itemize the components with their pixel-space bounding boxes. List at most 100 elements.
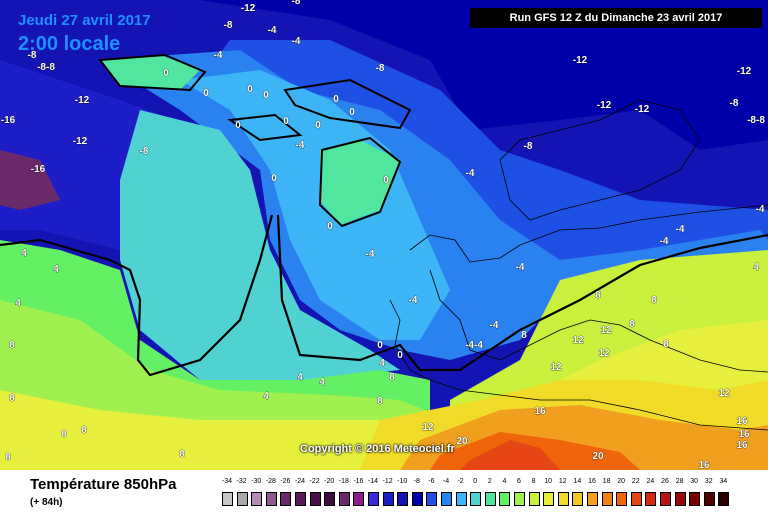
scale-tick-label: 28 bbox=[675, 478, 684, 485]
isotherm-label: 4 bbox=[263, 391, 269, 402]
zero-zone bbox=[120, 110, 400, 380]
scale-color-box bbox=[718, 492, 730, 506]
isotherm-label: -4 bbox=[296, 140, 305, 151]
isotherm-label: 0 bbox=[397, 350, 403, 361]
isotherm-label: 8 bbox=[179, 449, 185, 460]
isotherm-label: 0 bbox=[315, 120, 321, 131]
isotherm-label: 0 bbox=[163, 68, 169, 79]
isotherm-label: -8 bbox=[224, 20, 233, 31]
isotherm-label: -16 bbox=[31, 164, 46, 175]
scale-color-box bbox=[514, 492, 525, 506]
isotherm-label: 12 bbox=[572, 335, 584, 346]
minus-eight-zone bbox=[200, 40, 768, 280]
isotherm-label: 8 bbox=[629, 319, 635, 330]
isotherm-label: 0 bbox=[247, 84, 253, 95]
scale-tick-label: 22 bbox=[631, 478, 640, 485]
isotherm-label: 4 bbox=[53, 264, 59, 275]
isotherm-label: 8 bbox=[595, 290, 601, 301]
scale-tick-label: -18 bbox=[338, 478, 349, 485]
scale-tick-label: -28 bbox=[265, 478, 276, 485]
svalbard-zero-line bbox=[227, 78, 412, 142]
isotherm-label: 16 bbox=[698, 460, 710, 470]
isotherm-label: 4 bbox=[319, 377, 325, 388]
copyright-notice: Copyright © 2016 Meteociel.fr bbox=[300, 443, 455, 455]
isotherm-label: 0 bbox=[327, 221, 333, 232]
isotherm-label: -4 bbox=[466, 168, 475, 179]
isotherm-label: -4 bbox=[516, 262, 525, 273]
isotherm-label: 20 bbox=[592, 451, 604, 462]
isotherm-label: 0 bbox=[383, 175, 389, 186]
legend-bar: Température 850hPa (+ 84h) -34 -32 -30 -28-… bbox=[0, 470, 768, 512]
forecast-date: Jeudi 27 avril 2017 bbox=[18, 12, 151, 29]
isotherm-label: -12 bbox=[597, 100, 612, 111]
isotherm-label: 12 bbox=[600, 325, 612, 336]
isotherm-label: 0 bbox=[349, 107, 355, 118]
isotherm-label: -8 bbox=[292, 0, 301, 7]
scale-color-box bbox=[222, 492, 233, 506]
isotherm-label: 4 bbox=[753, 262, 759, 273]
isotherm-label: 12 bbox=[718, 388, 730, 399]
isotherm-label: 0 bbox=[263, 90, 269, 101]
isotherm-label: -8 bbox=[730, 98, 739, 109]
scale-tick-label: 14 bbox=[573, 478, 582, 485]
europe-coastline bbox=[389, 204, 768, 431]
isotherm-label: -12 bbox=[241, 3, 256, 14]
scale-tick-label: 26 bbox=[661, 478, 669, 485]
isotherm-label: -8 bbox=[28, 50, 37, 61]
run-info-box: Run GFS 12 Z du Dimanche 23 avril 2017 bbox=[470, 8, 762, 28]
isotherm-label: 8 bbox=[9, 340, 15, 351]
scale-tick-label: -24 bbox=[294, 478, 306, 485]
variable-title: Température 850hPa bbox=[30, 476, 177, 493]
scale-color-box bbox=[280, 492, 292, 506]
isotherm-label: 0 bbox=[235, 120, 241, 131]
scale-color-box bbox=[338, 492, 350, 506]
isotherm-label: -12 bbox=[737, 66, 752, 77]
minus-two-zone bbox=[180, 70, 450, 340]
scale-tick-label: 2 bbox=[487, 478, 492, 485]
scale-color-box bbox=[382, 492, 394, 506]
scale-tick-label: 16 bbox=[588, 478, 596, 485]
isotherm-label: 4 bbox=[379, 358, 385, 369]
zero-isotherm-central bbox=[276, 214, 768, 372]
scale-color-box bbox=[572, 492, 584, 506]
isotherm-label: -4 bbox=[660, 236, 669, 247]
isotherm-label: -4 bbox=[409, 295, 418, 306]
isotherm-labels: -8 -4-8-12-4-8-12-12-12 -12-8-8-8-8-4-4-4-… bbox=[0, 0, 765, 470]
scale-color-box bbox=[689, 492, 701, 506]
isotherm-label: -12 bbox=[635, 104, 650, 115]
scale-tick-label: -30 bbox=[251, 478, 262, 485]
arctic-island-zone bbox=[100, 55, 400, 225]
scale-color-box bbox=[645, 492, 657, 506]
deep-cold-zone bbox=[0, 0, 768, 150]
scale-color-box bbox=[368, 492, 379, 506]
scale-color-box bbox=[455, 492, 467, 506]
isotherm-label: -4 bbox=[268, 25, 277, 36]
scale-color-box bbox=[703, 492, 715, 506]
isotherm-label: 8 bbox=[651, 295, 657, 306]
isotherm-label: 0 bbox=[203, 88, 209, 99]
isotherm-label: -4 bbox=[214, 50, 223, 61]
isotherm-label: -4 bbox=[366, 249, 375, 260]
isotherm-label: 8 bbox=[663, 339, 669, 350]
isotherm-label: -4 bbox=[756, 204, 765, 215]
scale-tick-label: -14 bbox=[367, 478, 379, 485]
hot-core-zone bbox=[460, 440, 560, 470]
scale-color-box bbox=[309, 492, 321, 506]
arctic-zero-line bbox=[98, 53, 207, 92]
barents-zero-line bbox=[318, 136, 402, 228]
scale-color-box bbox=[236, 492, 248, 506]
isotherm-label: 8 bbox=[377, 396, 383, 407]
isotherm-label: -8 bbox=[524, 141, 533, 152]
scale-color-box bbox=[543, 492, 555, 506]
scale-color-box bbox=[324, 492, 336, 506]
scale-tick-label: 8 bbox=[531, 478, 536, 485]
isotherm-label: 8 bbox=[61, 429, 67, 440]
forecast-time: 2:00 locale bbox=[18, 33, 121, 55]
isotherm-label: 0 bbox=[283, 116, 289, 127]
scale-tick-label: -16 bbox=[353, 478, 364, 485]
scale-tick-label: 4 bbox=[502, 478, 507, 485]
isotherm-label: -4-4 bbox=[465, 340, 483, 351]
scale-tick-label: -8 bbox=[413, 478, 420, 485]
scale-tick-label: 34 bbox=[719, 478, 728, 485]
